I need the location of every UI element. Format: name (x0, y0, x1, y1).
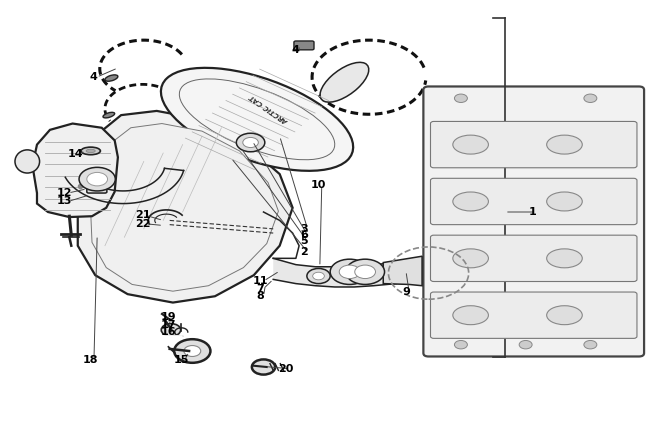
Text: 3: 3 (300, 224, 308, 234)
Ellipse shape (547, 192, 582, 211)
Text: 2: 2 (300, 247, 308, 257)
Text: 21: 21 (135, 210, 150, 220)
Text: 1: 1 (528, 207, 536, 217)
Text: ARCTIC CAT: ARCTIC CAT (250, 93, 291, 124)
Ellipse shape (320, 62, 369, 102)
Text: 5: 5 (300, 237, 308, 246)
Circle shape (519, 340, 532, 349)
Polygon shape (273, 258, 396, 287)
FancyBboxPatch shape (87, 181, 107, 193)
Text: 4: 4 (89, 72, 98, 82)
Circle shape (355, 265, 376, 279)
Text: 15: 15 (174, 355, 189, 365)
Text: 13: 13 (57, 196, 73, 206)
Circle shape (79, 167, 115, 191)
Ellipse shape (86, 149, 96, 153)
Ellipse shape (547, 306, 582, 325)
Text: 11: 11 (253, 276, 268, 286)
Text: 17: 17 (161, 320, 176, 330)
Ellipse shape (140, 136, 193, 179)
Circle shape (330, 259, 369, 285)
Circle shape (307, 268, 330, 284)
Polygon shape (384, 256, 422, 286)
Text: 9: 9 (402, 287, 410, 297)
FancyBboxPatch shape (430, 235, 637, 282)
Text: 10: 10 (311, 180, 326, 190)
Text: 18: 18 (83, 355, 98, 365)
Circle shape (454, 94, 467, 103)
Ellipse shape (179, 79, 335, 160)
Text: 19: 19 (161, 312, 176, 322)
Circle shape (339, 265, 360, 279)
FancyBboxPatch shape (423, 86, 644, 357)
Text: 16: 16 (161, 327, 176, 337)
FancyBboxPatch shape (294, 41, 314, 50)
Circle shape (346, 259, 385, 285)
Polygon shape (91, 123, 278, 291)
Ellipse shape (547, 135, 582, 154)
Ellipse shape (453, 249, 488, 268)
Circle shape (174, 339, 211, 363)
Circle shape (313, 272, 324, 280)
Circle shape (87, 173, 107, 186)
Circle shape (252, 360, 275, 374)
Ellipse shape (547, 249, 582, 268)
Text: 20: 20 (278, 364, 294, 374)
Text: 8: 8 (256, 291, 264, 301)
Circle shape (161, 324, 181, 336)
Text: 12: 12 (57, 188, 73, 198)
Circle shape (584, 94, 597, 103)
Ellipse shape (103, 112, 114, 118)
Ellipse shape (453, 192, 488, 211)
Ellipse shape (453, 135, 488, 154)
Circle shape (584, 340, 597, 349)
Ellipse shape (81, 147, 100, 155)
Polygon shape (78, 111, 292, 303)
Circle shape (184, 346, 201, 357)
Ellipse shape (15, 150, 40, 173)
Circle shape (243, 137, 258, 148)
Ellipse shape (161, 68, 353, 171)
Text: 22: 22 (135, 219, 150, 229)
FancyBboxPatch shape (430, 179, 637, 225)
Circle shape (454, 340, 467, 349)
FancyBboxPatch shape (430, 292, 637, 338)
Circle shape (237, 133, 265, 152)
Ellipse shape (105, 75, 118, 81)
Text: 6: 6 (300, 230, 308, 240)
FancyBboxPatch shape (430, 121, 637, 168)
Text: 4: 4 (292, 45, 300, 55)
Text: 7: 7 (256, 284, 264, 294)
Ellipse shape (453, 306, 488, 325)
Polygon shape (32, 123, 118, 217)
Text: 14: 14 (68, 149, 84, 159)
